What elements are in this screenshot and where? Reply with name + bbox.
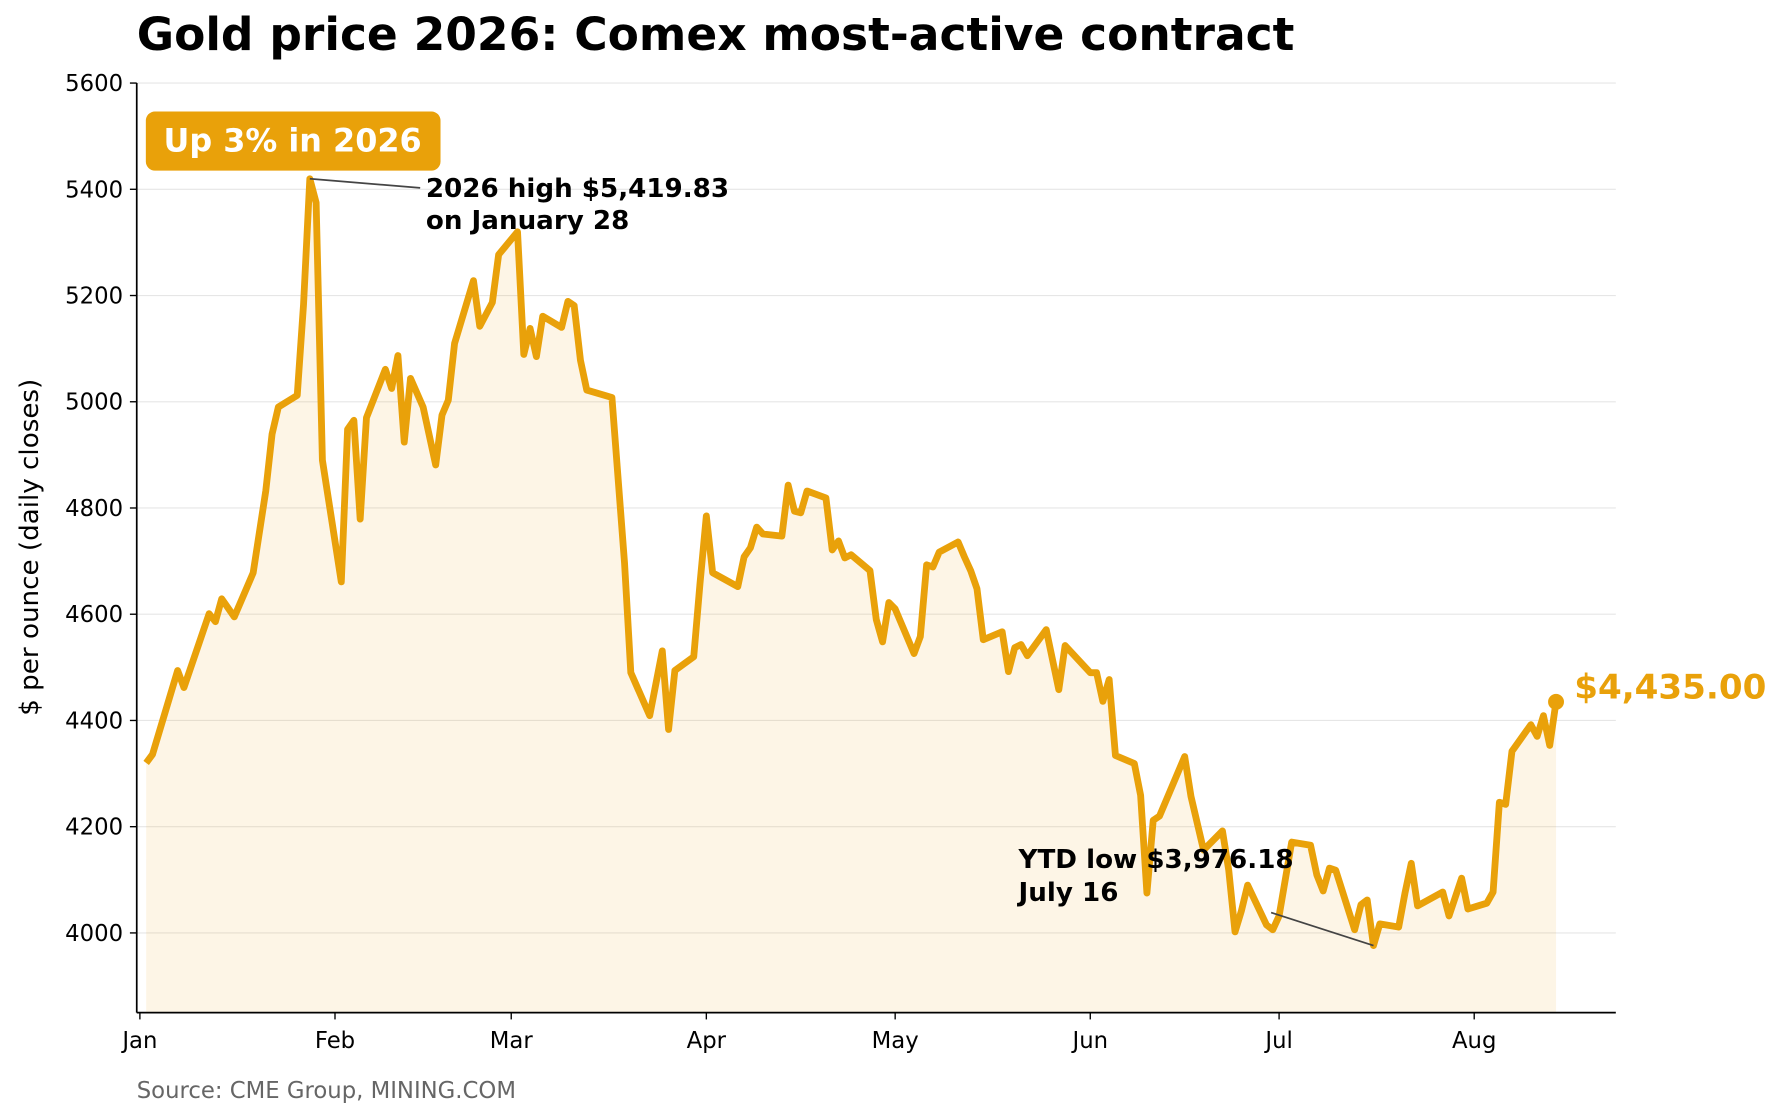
x-tick-label: Jan (120, 1028, 157, 1054)
y-tick-label: 4000 (65, 921, 123, 947)
y-tick-label: 4600 (65, 602, 123, 628)
annotation-leader (309, 177, 421, 189)
x-tick-label: Aug (1452, 1028, 1496, 1054)
annotation-text: on January 28 (426, 206, 629, 236)
annotation-text: 2026 high $5,419.83 (426, 174, 729, 204)
x-tick-label: Mar (490, 1028, 534, 1054)
x-tick-label: Feb (315, 1028, 355, 1054)
y-tick-label: 4400 (65, 708, 123, 734)
source: Source: CME Group, MINING.COM (137, 1078, 516, 1104)
badge-box (145, 111, 441, 171)
annotation-text: YTD low $3,976.18 (1018, 845, 1294, 875)
y-tick-label: 5200 (65, 283, 123, 309)
badge-text: Up 3% in 2026 (164, 121, 422, 159)
y-axis-label: $ per ounce (daily closes) (15, 379, 45, 716)
y-tick-label: 4800 (65, 496, 123, 522)
end-label: $4,435.00 (1574, 667, 1766, 707)
x-tick-label: Apr (687, 1028, 727, 1054)
y-tick-label: 5000 (65, 390, 123, 416)
x-tick-label: May (872, 1028, 919, 1054)
chart-title: Gold price 2026: Comex most-active contr… (137, 8, 1295, 61)
y-tick-label: 5600 (65, 71, 123, 97)
x-tick-label: Jun (1070, 1028, 1108, 1054)
annotation-leader (1270, 911, 1374, 947)
x-tick-label: Jul (1263, 1028, 1292, 1054)
price-line (143, 175, 1560, 949)
annotation-text: July 16 (1017, 878, 1119, 908)
y-tick-label: 5400 (65, 177, 123, 203)
y-tick-label: 4200 (65, 815, 123, 841)
area-fill (146, 178, 1557, 1013)
end-point (1548, 693, 1564, 710)
